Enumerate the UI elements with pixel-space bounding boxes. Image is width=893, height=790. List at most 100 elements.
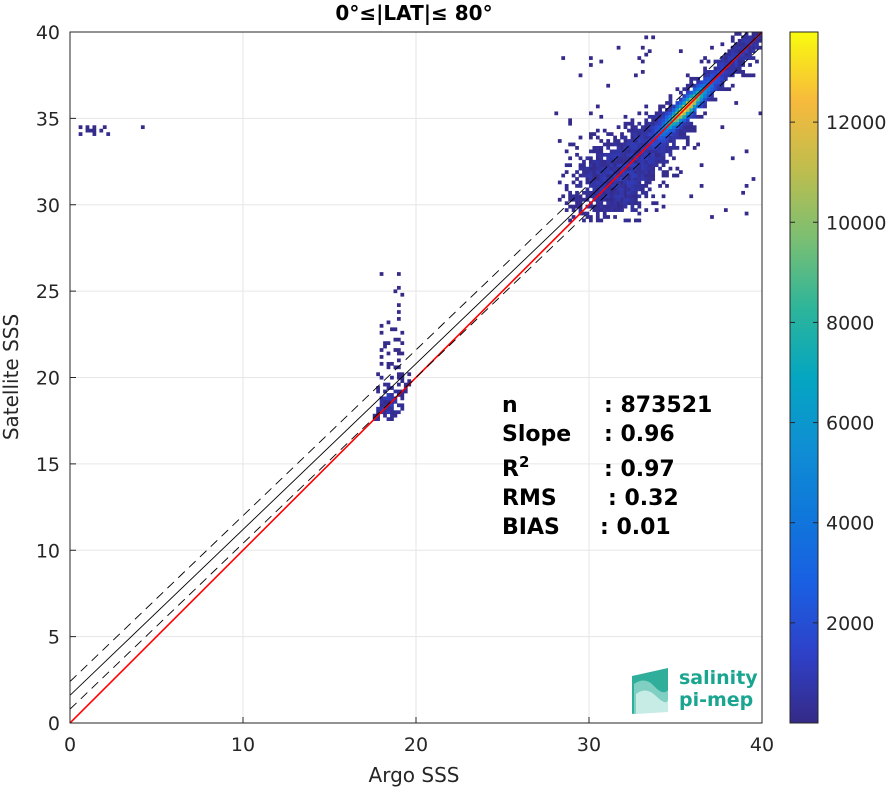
density-cell <box>616 166 621 171</box>
density-cell <box>379 348 384 352</box>
density-cell <box>602 204 607 209</box>
density-cell <box>651 128 656 133</box>
density-cell <box>602 128 607 133</box>
density-cell <box>741 52 745 57</box>
density-cell <box>630 149 635 154</box>
density-cell <box>696 97 701 102</box>
density-cell <box>627 146 631 150</box>
density-cell <box>665 142 669 147</box>
density-cell <box>723 52 728 57</box>
density-cell <box>571 173 576 178</box>
density-cell <box>606 159 611 164</box>
density-cell <box>609 197 614 202</box>
density-cell <box>557 197 562 202</box>
density-cell <box>706 70 711 74</box>
density-cell <box>595 135 600 140</box>
density-cell <box>630 132 635 136</box>
density-cell <box>751 42 756 47</box>
density-cell <box>682 135 687 140</box>
logo-line2: pi-mep <box>679 689 753 711</box>
density-cell <box>633 197 638 202</box>
density-cell <box>751 32 756 36</box>
density-cell <box>689 94 694 98</box>
density-cell <box>647 132 652 136</box>
density-cell <box>379 272 384 276</box>
density-cell <box>592 146 597 150</box>
density-cell <box>651 114 656 119</box>
density-cell <box>672 142 676 147</box>
density-cell <box>689 194 694 199</box>
density-cell <box>647 152 652 157</box>
density-cell <box>575 194 579 199</box>
density-cell <box>393 289 398 294</box>
density-cell <box>630 166 635 171</box>
density-cell <box>737 66 742 71</box>
density-cell <box>609 194 614 199</box>
density-cell <box>751 56 756 60</box>
density-cell <box>606 83 611 88</box>
density-cell <box>396 303 401 307</box>
density-cell <box>741 56 745 60</box>
density-cell <box>582 197 586 202</box>
y-tick-label: 5 <box>48 627 60 649</box>
density-cell <box>616 190 621 195</box>
density-cell <box>644 156 649 161</box>
density-cell <box>599 177 604 181</box>
density-cell <box>602 190 607 195</box>
density-cell <box>592 132 597 136</box>
density-cell <box>717 83 721 88</box>
density-cell <box>609 201 614 206</box>
density-cell <box>647 170 652 174</box>
density-cell <box>606 204 611 209</box>
density-cell <box>616 142 621 147</box>
density-cell <box>647 149 652 154</box>
density-cell <box>658 108 662 112</box>
density-cell <box>748 35 752 40</box>
density-cell <box>640 170 645 174</box>
density-cell <box>613 194 617 199</box>
density-cell <box>585 187 590 192</box>
density-cell <box>623 125 628 130</box>
density-cell <box>571 180 576 185</box>
density-cell <box>682 146 687 150</box>
density-cell <box>737 45 742 50</box>
density-cell <box>613 215 617 219</box>
density-cell <box>741 73 745 78</box>
density-cell <box>386 341 391 345</box>
regression-line <box>70 32 762 696</box>
density-cell <box>613 156 617 161</box>
density-cell <box>379 355 384 359</box>
density-cell <box>78 125 83 130</box>
density-cell <box>640 135 645 140</box>
density-cell <box>386 365 391 370</box>
density-cell <box>685 121 690 126</box>
density-cell <box>630 180 635 185</box>
density-cell <box>672 121 676 126</box>
density-cell <box>654 128 659 133</box>
colorbar-tick-label: 2000 <box>826 613 874 635</box>
density-cell <box>620 152 624 157</box>
density-cell <box>386 393 391 397</box>
density-cell <box>685 142 690 147</box>
density-cell <box>665 159 669 164</box>
density-cell <box>616 146 621 150</box>
density-cell <box>627 170 631 174</box>
density-cell <box>613 159 617 164</box>
density-cell <box>661 156 666 161</box>
density-cell <box>390 386 394 390</box>
density-cell <box>758 45 762 50</box>
density-cell <box>609 163 614 168</box>
density-cell <box>589 63 593 67</box>
density-cell <box>390 406 394 411</box>
density-cell <box>665 114 669 119</box>
density-cell <box>703 101 707 105</box>
density-cell <box>383 389 387 394</box>
density-cell <box>620 132 624 136</box>
density-cell <box>678 170 683 174</box>
density-cell <box>682 97 687 102</box>
density-cell <box>685 118 690 123</box>
density-cell <box>637 132 642 136</box>
density-cell <box>89 128 93 133</box>
density-cell <box>383 341 387 345</box>
density-cell <box>633 201 638 206</box>
